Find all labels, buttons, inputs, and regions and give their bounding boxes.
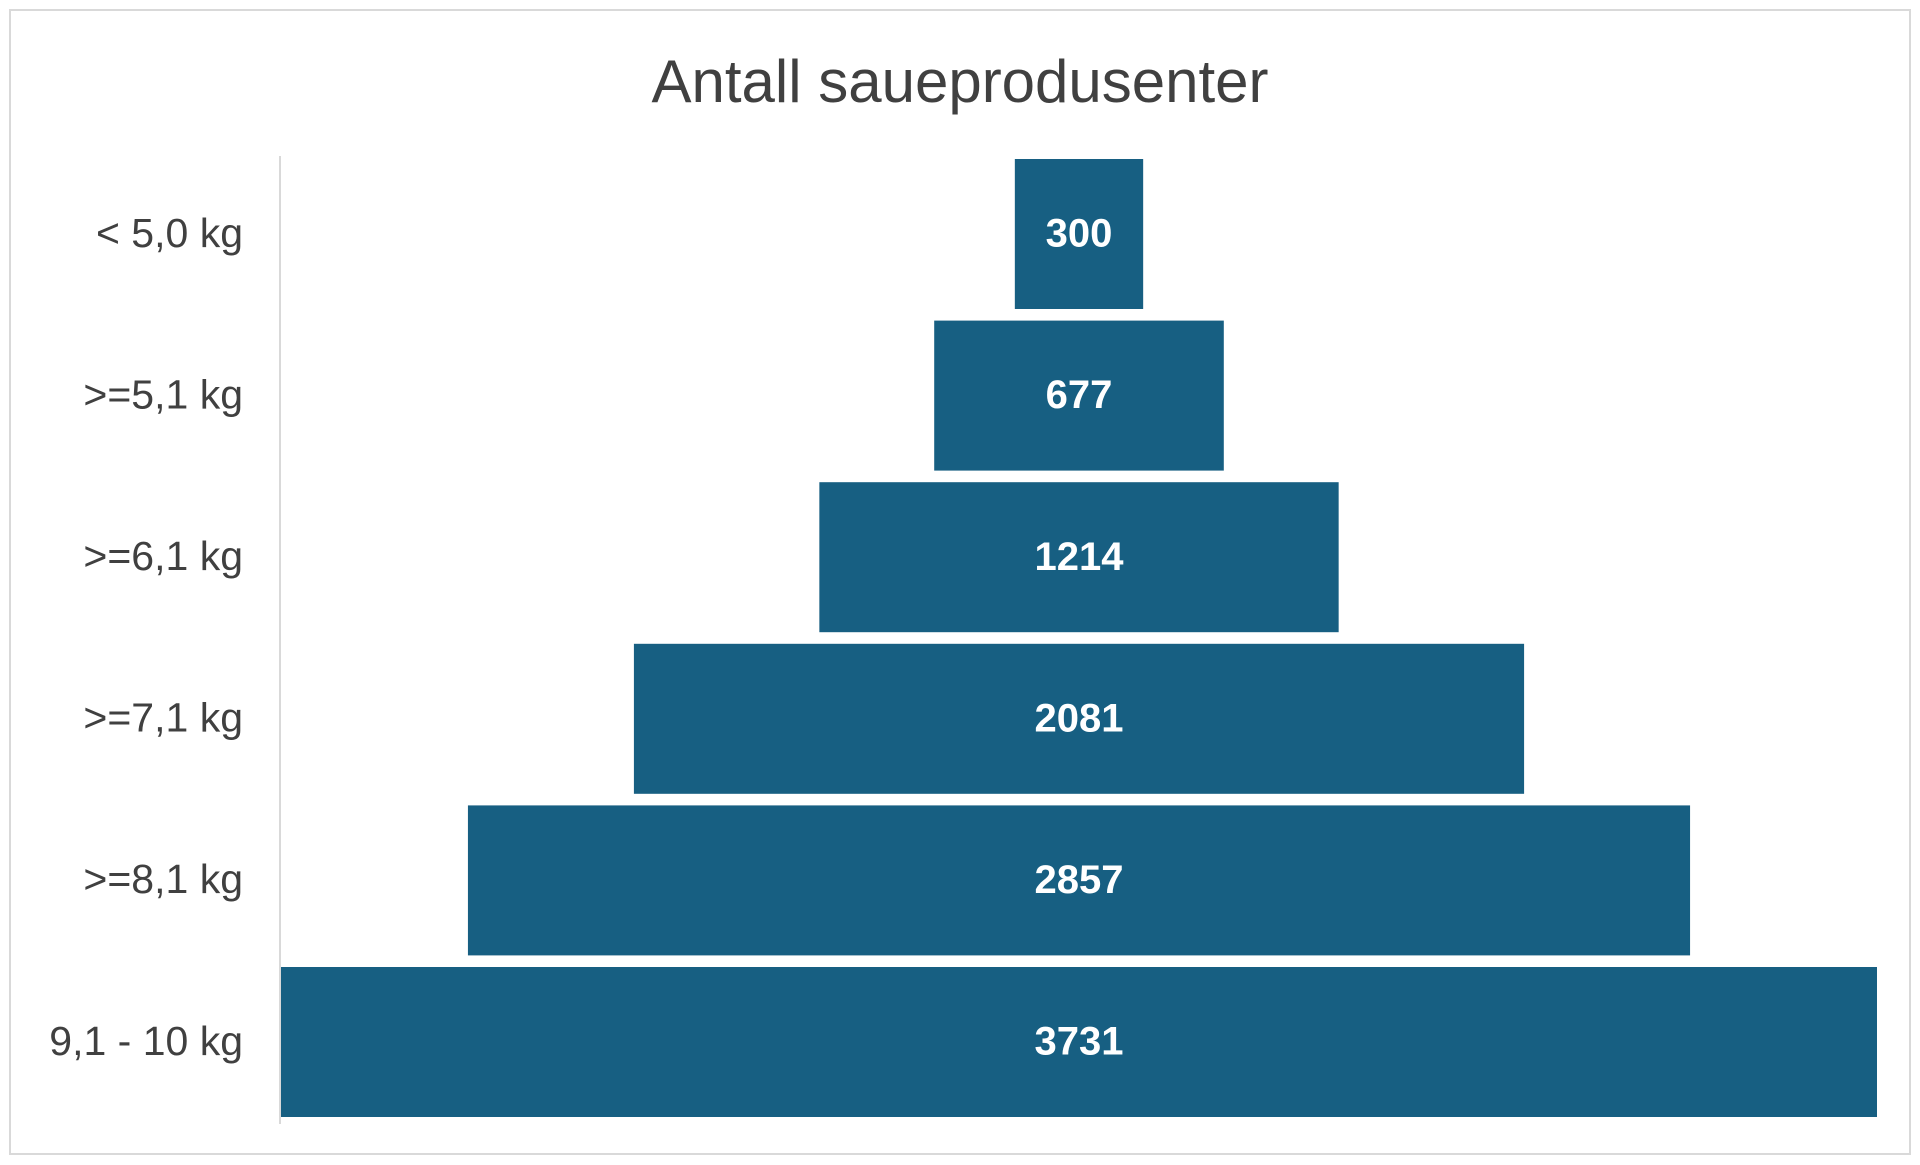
funnel-bar xyxy=(467,805,1691,956)
chart-title: Antall saueprodusenter xyxy=(651,48,1268,115)
category-label: >=8,1 kg xyxy=(83,856,243,902)
category-label: >=7,1 kg xyxy=(83,695,243,741)
value-label: 3731 xyxy=(1035,1020,1124,1064)
value-label: 2857 xyxy=(1035,858,1124,902)
category-label: >=5,1 kg xyxy=(83,371,243,417)
value-label: 300 xyxy=(1046,212,1113,256)
funnel-bar xyxy=(633,643,1525,794)
category-label: >=6,1 kg xyxy=(83,533,243,579)
funnel-bar xyxy=(1014,159,1144,309)
value-label: 1214 xyxy=(1035,535,1125,579)
value-label: 677 xyxy=(1046,373,1113,417)
value-label: 2081 xyxy=(1035,696,1124,740)
funnel-bar xyxy=(934,320,1224,471)
category-label: < 5,0 kg xyxy=(96,210,243,256)
category-label: 9,1 - 10 kg xyxy=(49,1018,243,1064)
funnel-bar xyxy=(281,967,1877,1117)
funnel-bar xyxy=(819,482,1339,633)
